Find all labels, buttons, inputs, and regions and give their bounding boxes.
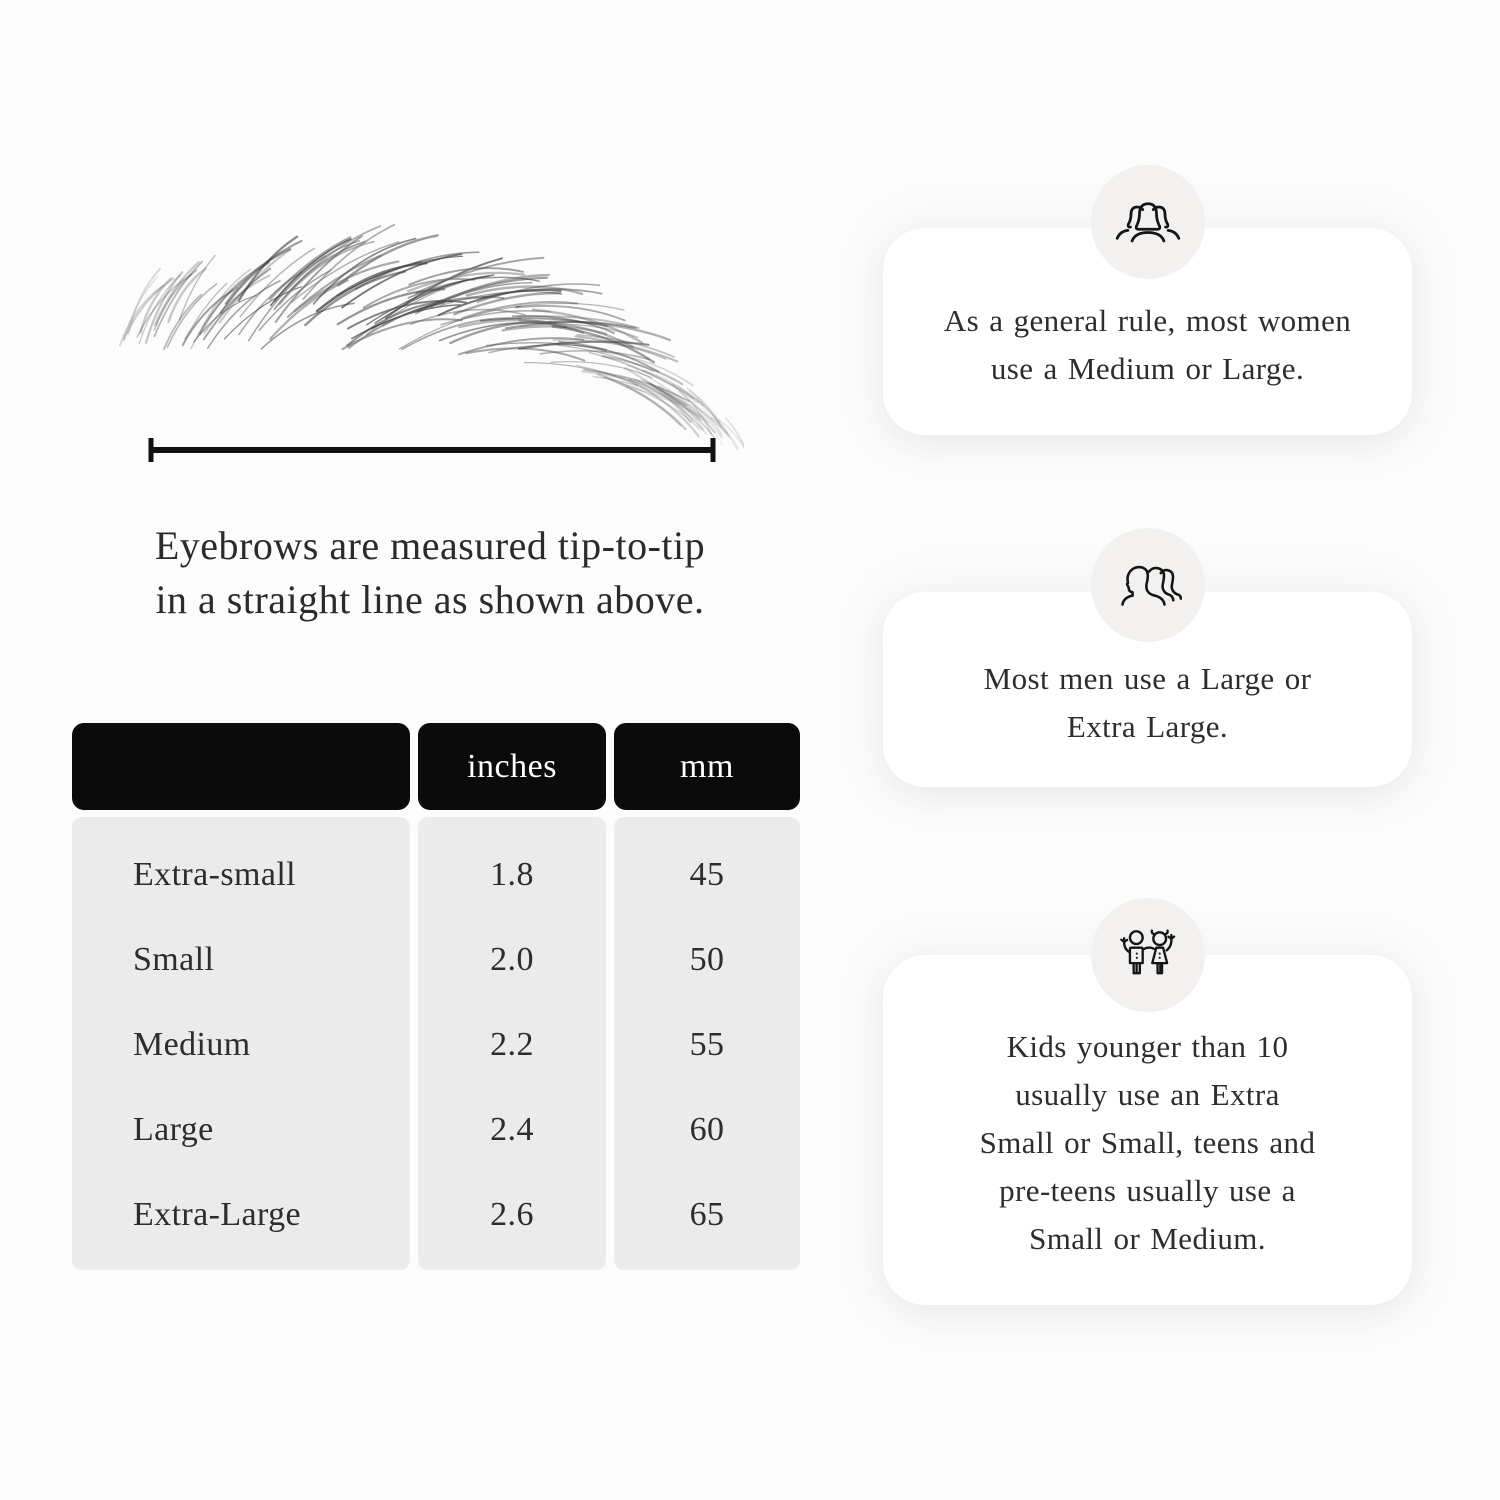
table-cell-inches: 2.0 [490, 940, 534, 978]
table-cell-inches: 2.4 [490, 1110, 534, 1148]
table-header-mm: mm [614, 723, 800, 810]
table-header-inches: inches [418, 723, 606, 810]
table-header-inches-label: inches [467, 747, 557, 785]
card-kids-text: Kids younger than 10 usually use an Extr… [979, 1029, 1316, 1256]
card-kids: Kids younger than 10 usually use an Extr… [883, 955, 1412, 1305]
table-cell-mm: 60 [689, 1110, 725, 1148]
table-column-inches: 1.8 2.0 2.2 2.4 2.6 [418, 817, 606, 1270]
table-cell-size: Medium [133, 1025, 251, 1063]
children-icon [1120, 929, 1176, 975]
table-cell-mm: 55 [689, 1025, 725, 1063]
table-cell-size: Extra-Large [133, 1195, 302, 1233]
table-cell-size: Small [133, 940, 215, 978]
card-men-text: Most men use a Large or Extra Large. [983, 660, 1312, 744]
table-cell-size: Large [133, 1110, 214, 1148]
women-group-icon [1115, 202, 1181, 242]
table-column-mm: 45 50 55 60 65 [614, 817, 800, 1270]
table-cell-mm: 45 [689, 855, 725, 893]
table-column-sizes: Extra-small Small Medium Large Extra-Lar… [72, 817, 410, 1270]
men-group-icon [1121, 565, 1182, 606]
table-header-mm-label: mm [680, 747, 734, 785]
men-badge [1091, 528, 1205, 642]
eyebrow-illustration [118, 223, 744, 450]
table-cell-inches: 2.2 [490, 1025, 534, 1063]
measure-caption: Eyebrows are measured tip-to-tip in a st… [154, 523, 706, 622]
women-badge [1091, 165, 1205, 279]
table-cell-mm: 50 [689, 940, 725, 978]
table-cell-inches: 2.6 [490, 1195, 534, 1233]
table-cell-mm: 65 [689, 1195, 725, 1233]
card-women-text: As a general rule, most women use a Medi… [943, 302, 1352, 386]
kids-badge [1091, 898, 1205, 1012]
table-cell-inches: 1.8 [490, 855, 534, 893]
table-header-size [72, 723, 410, 810]
table-cell-size: Extra-small [133, 855, 297, 893]
measure-line [148, 438, 716, 462]
